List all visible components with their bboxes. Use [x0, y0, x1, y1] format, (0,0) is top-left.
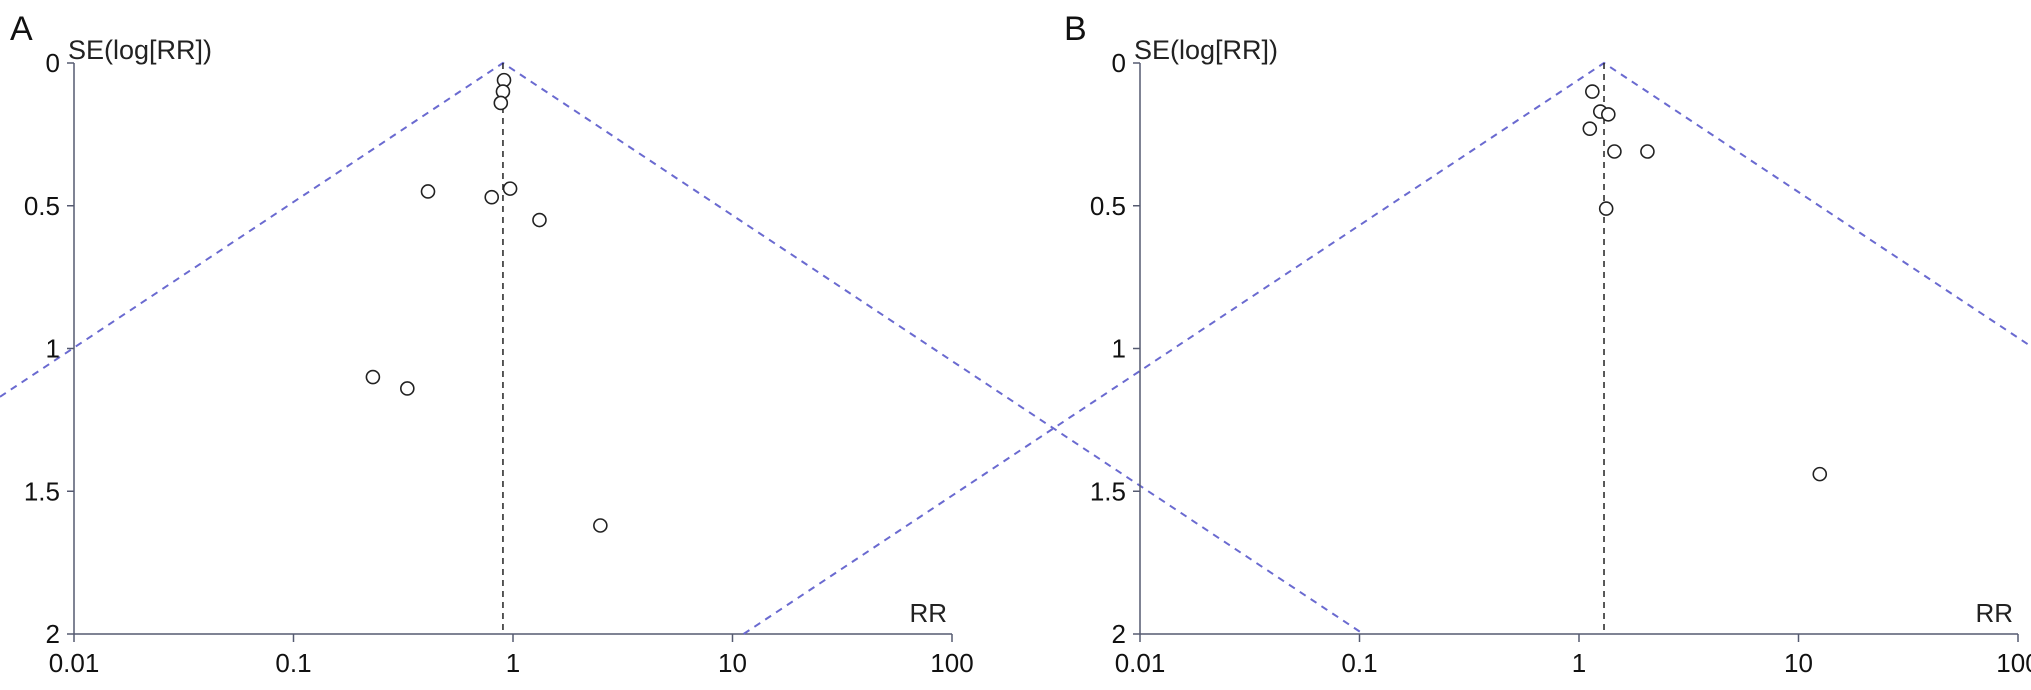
funnel-ci-line — [0, 61, 1364, 635]
study-point — [493, 95, 509, 111]
x-tick-label: 0.1 — [275, 648, 311, 678]
y-tick-label: 1 — [1112, 334, 1126, 364]
y-tick-label: 2 — [46, 619, 60, 649]
y-tick-label: 2 — [1112, 619, 1126, 649]
x-tick-label: 0.1 — [1341, 648, 1377, 678]
study-point — [1607, 144, 1622, 159]
study-point — [502, 181, 518, 196]
study-point — [1601, 107, 1616, 122]
y-axis-label: SE(log[RR]) — [68, 35, 212, 65]
study-point — [532, 212, 547, 228]
study-point — [1585, 84, 1600, 99]
x-tick-label: 1 — [1572, 648, 1586, 678]
y-tick-label: 1 — [46, 334, 60, 364]
x-tick-label: 0.01 — [49, 648, 100, 678]
y-axis-label: SE(log[RR]) — [1134, 35, 1278, 65]
panel-letter: A — [10, 10, 33, 48]
y-tick-label: 0.5 — [24, 191, 60, 221]
study-point — [400, 381, 415, 396]
y-tick-label: 0 — [46, 48, 60, 78]
funnel-ci-line — [743, 61, 2031, 635]
x-tick-label: 100 — [930, 648, 973, 678]
study-point — [1598, 201, 1614, 216]
y-tick-label: 1.5 — [1090, 476, 1126, 506]
y-tick-label: 0.5 — [1090, 191, 1126, 221]
x-axis-label: RR — [909, 598, 947, 628]
funnel-plot-b: B SE(log[RR]) 0 0.5 1 1.5 20.01 0.1 1 10 100 RR — [743, 10, 2031, 678]
study-point — [365, 369, 381, 385]
study-point — [1640, 144, 1655, 159]
y-tick-label: 0 — [1112, 48, 1126, 78]
x-axis-label: RR — [1975, 598, 2013, 628]
x-tick-label: 10 — [1784, 648, 1813, 678]
study-point — [1582, 121, 1598, 136]
x-tick-label: 100 — [1996, 648, 2031, 678]
x-tick-label: 10 — [718, 648, 747, 678]
x-tick-label: 0.01 — [1115, 648, 1166, 678]
study-point — [593, 518, 608, 533]
study-point — [484, 189, 500, 205]
study-point — [420, 184, 436, 199]
x-tick-label: 1 — [506, 648, 520, 678]
panel-letter: B — [1064, 10, 1087, 48]
study-point — [1812, 466, 1828, 482]
y-tick-label: 1.5 — [24, 476, 60, 506]
